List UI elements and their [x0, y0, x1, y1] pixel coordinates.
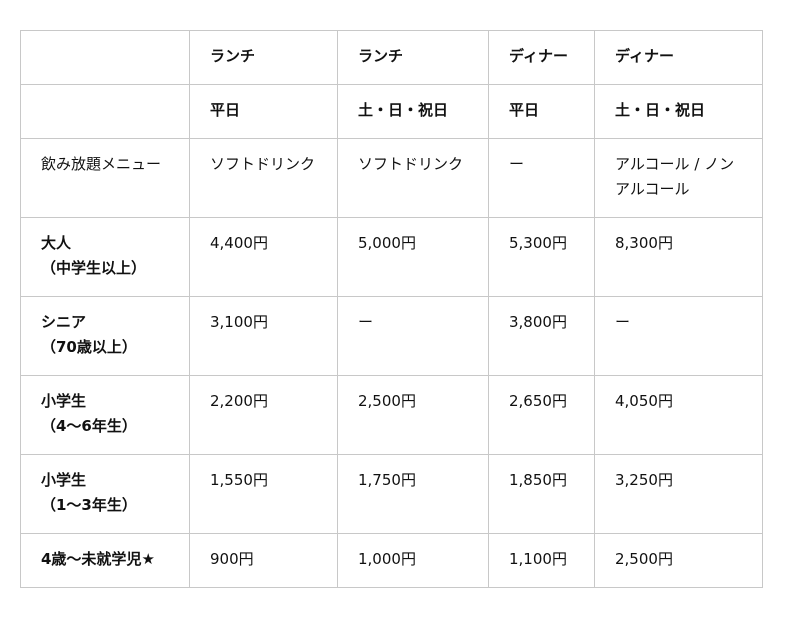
- header-row2: 平日 土・日・祝日 平日 土・日・祝日: [20, 84, 763, 139]
- header-cell: 土・日・祝日: [594, 84, 763, 139]
- header-cell: 土・日・祝日: [337, 84, 489, 139]
- drinks-row: 飲み放題メニュー ソフトドリンク ソフトドリンクーアルコール / ノンアルコール: [20, 138, 763, 218]
- price-cell: 2,650円: [488, 375, 595, 455]
- price-cell: 8,300円: [594, 217, 763, 297]
- price-cell: 3,800円: [488, 296, 595, 376]
- row-label: 飲み放題メニュー: [20, 138, 190, 218]
- header-cell: ディナー: [594, 30, 763, 85]
- drink-cell: ソフトドリンク: [189, 138, 338, 218]
- price-row: 小学生 （1〜3年生） 1,550円 1,750円 1,850円 3,250円: [20, 454, 763, 534]
- header-cell: ランチ: [337, 30, 489, 85]
- price-cell: 1,850円: [488, 454, 595, 534]
- category-sublabel: （中学生以上）: [41, 259, 147, 277]
- drink-cell: アルコール / ノンアルコール: [594, 138, 763, 218]
- price-cell: 3,250円: [594, 454, 763, 534]
- price-cell: 2,500円: [337, 375, 489, 455]
- price-cell: 5,300円: [488, 217, 595, 297]
- price-cell: 1,100円: [488, 533, 595, 588]
- category-label: 大人: [41, 234, 72, 252]
- drink-cell: ー: [488, 138, 595, 218]
- category-sublabel: （1〜3年生）: [41, 496, 137, 514]
- price-cell: 3,100円: [189, 296, 338, 376]
- header-cell: 平日: [488, 84, 595, 139]
- row-label: 大人 （中学生以上）: [20, 217, 190, 297]
- price-row: 小学生 （4〜6年生） 2,200円 2,500円 2,650円 4,050円: [20, 375, 763, 455]
- price-cell: ー: [337, 296, 489, 376]
- header-cell: [20, 30, 190, 85]
- price-row: シニア （70歳以上） 3,100円ー 3,800円ー: [20, 296, 763, 376]
- category-label: シニア: [41, 313, 87, 331]
- price-cell: 1,550円: [189, 454, 338, 534]
- category-sublabel: （70歳以上）: [41, 338, 137, 356]
- price-cell: 2,500円: [594, 533, 763, 588]
- row-label: 4歳〜未就学児★: [20, 533, 190, 588]
- category-sublabel: （4〜6年生）: [41, 417, 137, 435]
- price-cell: 2,200円: [189, 375, 338, 455]
- category-label: 小学生: [41, 392, 87, 410]
- header-cell: ランチ: [189, 30, 338, 85]
- price-cell: 4,050円: [594, 375, 763, 455]
- price-row: 大人 （中学生以上） 4,400円 5,000円 5,300円 8,300円: [20, 217, 763, 297]
- category-label: 小学生: [41, 471, 87, 489]
- row-label: 小学生 （4〜6年生）: [20, 375, 190, 455]
- price-row: 4歳〜未就学児★ 900円 1,000円 1,100円 2,500円: [20, 533, 763, 588]
- row-label: 小学生 （1〜3年生）: [20, 454, 190, 534]
- header-cell: ディナー: [488, 30, 595, 85]
- price-cell: 4,400円: [189, 217, 338, 297]
- price-cell: 5,000円: [337, 217, 489, 297]
- price-cell: ー: [594, 296, 763, 376]
- price-table: ランチ ランチ ディナー ディナー 平日 土・日・祝日 平日 土・日・祝日 飲み放題メニュー ソフ…: [20, 30, 763, 588]
- header-cell: [20, 84, 190, 139]
- row-label: シニア （70歳以上）: [20, 296, 190, 376]
- category-label: 4歳〜未就学児★: [41, 550, 155, 568]
- price-cell: 1,750円: [337, 454, 489, 534]
- price-cell: 900円: [189, 533, 338, 588]
- header-row1: ランチ ランチ ディナー ディナー: [20, 30, 763, 85]
- price-cell: 1,000円: [337, 533, 489, 588]
- drink-cell: ソフトドリンク: [337, 138, 489, 218]
- header-cell: 平日: [189, 84, 338, 139]
